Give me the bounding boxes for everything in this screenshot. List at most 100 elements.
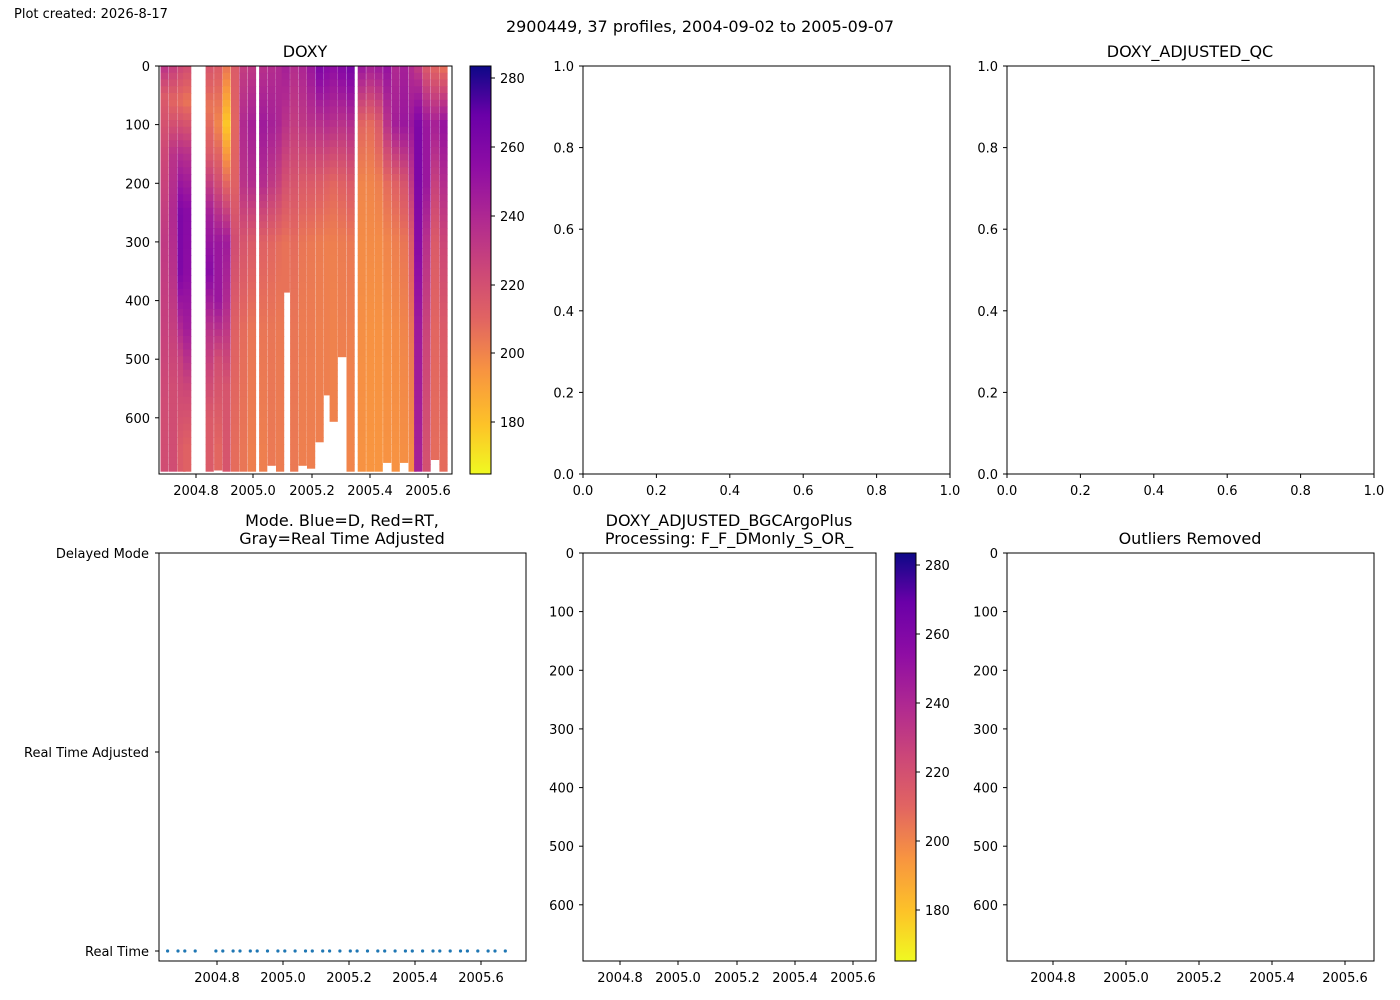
heatmap-cell — [169, 106, 178, 114]
heatmap-cell — [259, 234, 268, 243]
heatmap-cell — [366, 268, 375, 276]
heatmap-cell — [323, 99, 333, 108]
heatmap-cell — [414, 282, 423, 290]
heatmap-cell — [177, 369, 186, 378]
heatmap-cell — [307, 417, 316, 425]
heatmap-cell — [391, 160, 400, 168]
heatmap-cell — [346, 417, 355, 425]
heatmap-cell — [183, 120, 192, 128]
heatmap-cell — [400, 153, 409, 162]
heatmap-cell — [422, 457, 431, 465]
heatmap-cell — [231, 288, 240, 297]
heatmap-cell — [374, 99, 383, 108]
heatmap-cell — [346, 369, 355, 378]
heatmap-cell — [366, 295, 375, 303]
heatmap-cell — [329, 194, 338, 202]
heatmap-cell — [315, 329, 324, 337]
heatmap-cell — [298, 376, 307, 384]
heatmap-cell — [357, 282, 366, 290]
heatmap-cell — [439, 309, 448, 317]
heatmap-cell — [307, 457, 316, 465]
heatmap-cell — [222, 120, 231, 128]
heatmap-cell — [408, 174, 417, 182]
heatmap-cell — [374, 153, 383, 162]
heatmap-cell — [239, 221, 248, 229]
heatmap-cell — [400, 241, 409, 249]
heatmap-cell — [231, 153, 240, 162]
heatmap-cell — [408, 356, 417, 364]
panel-outliers-yaxis: 0 100 200 300 400 500 600 — [973, 547, 1007, 914]
heatmap-cell — [439, 187, 448, 195]
heatmap-cell — [329, 275, 338, 283]
heatmap-cell — [315, 430, 324, 438]
heatmap-cell — [214, 140, 223, 148]
panel-mode-title-line2: Gray=Real Time Adjusted — [239, 529, 445, 548]
heatmap-cell — [383, 444, 392, 452]
heatmap-cell — [383, 214, 392, 222]
heatmap-cell — [298, 464, 307, 466]
heatmap-cell — [247, 464, 257, 472]
heatmap-cell — [315, 282, 324, 290]
heatmap-cell — [222, 153, 231, 162]
heatmap-cell — [160, 140, 169, 148]
cbar-tick-label: 240 — [925, 697, 950, 712]
heatmap-cell — [239, 133, 248, 141]
heatmap-cell — [439, 160, 448, 168]
heatmap-cell — [239, 369, 248, 378]
xtick-label: 2005.4 — [1249, 971, 1295, 986]
heatmap-cell — [400, 376, 409, 384]
heatmap-cell — [276, 93, 285, 101]
heatmap-cell — [281, 106, 290, 114]
xtick-label: 2005.4 — [772, 971, 818, 986]
heatmap-cell — [391, 403, 400, 411]
heatmap-cell — [408, 349, 417, 357]
heatmap-cell — [315, 234, 324, 243]
heatmap-cell — [298, 356, 307, 364]
heatmap-cell — [323, 248, 333, 256]
heatmap-cell — [329, 363, 338, 371]
heatmap-cell — [414, 342, 423, 351]
heatmap-cell — [408, 322, 417, 330]
heatmap-cell — [357, 153, 366, 162]
heatmap-cell — [391, 437, 400, 445]
heatmap-cell — [214, 444, 223, 452]
heatmap-cell — [383, 167, 392, 175]
ytick-label: 500 — [973, 840, 998, 855]
heatmap-cell — [205, 444, 214, 452]
heatmap-cell — [366, 410, 375, 418]
heatmap-cell — [422, 396, 431, 405]
heatmap-cell — [298, 241, 307, 249]
heatmap-cell — [214, 369, 223, 378]
heatmap-cell — [276, 295, 285, 303]
heatmap-cell — [408, 342, 417, 351]
heatmap-cell — [439, 376, 448, 384]
heatmap-cell — [231, 423, 240, 432]
heatmap-cell — [290, 302, 299, 310]
heatmap-cell — [231, 430, 240, 438]
heatmap-cell — [357, 201, 366, 209]
heatmap-cell — [222, 315, 231, 324]
heatmap-cell — [298, 309, 307, 317]
heatmap-cell — [222, 396, 231, 405]
heatmap-cell — [422, 302, 431, 310]
heatmap-cell — [329, 234, 338, 243]
heatmap-cell — [315, 201, 324, 209]
heatmap-cell — [366, 228, 375, 236]
heatmap-cell — [383, 207, 392, 216]
heatmap-cell — [374, 86, 383, 94]
heatmap-cell — [160, 410, 169, 418]
heatmap-cell — [374, 410, 383, 418]
heatmap-cell — [307, 255, 316, 263]
heatmap-cell — [169, 113, 178, 121]
heatmap-cell — [231, 349, 240, 357]
heatmap-cell — [408, 275, 417, 283]
heatmap-cell — [214, 126, 223, 135]
heatmap-cell — [247, 214, 257, 222]
heatmap-cell — [222, 302, 231, 310]
heatmap-cell — [177, 309, 186, 317]
ytick-label: 100 — [125, 119, 150, 134]
heatmap-cell — [267, 403, 276, 411]
heatmap-cell — [183, 201, 192, 209]
heatmap-cell — [346, 140, 355, 148]
heatmap-cell — [231, 295, 240, 303]
